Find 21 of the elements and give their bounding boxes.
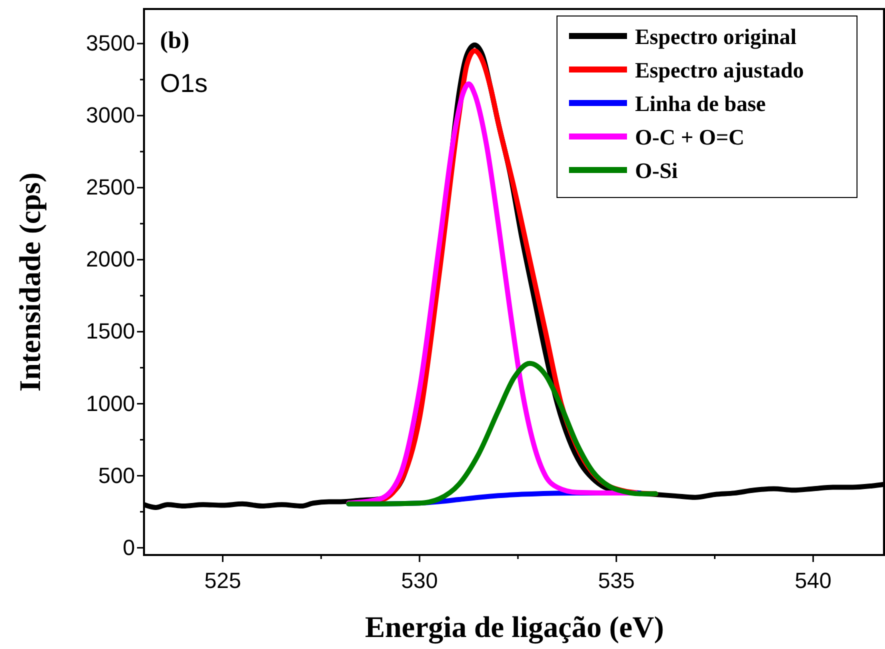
x-tick-label: 525	[204, 568, 242, 594]
annotation: O1s	[160, 68, 208, 98]
annotation: (b)	[160, 28, 190, 54]
legend-label: Linha de base	[635, 91, 766, 116]
y-tick-label: 0	[122, 534, 135, 560]
legend-label: Espectro ajustado	[635, 58, 804, 82]
y-tick-label: 1000	[86, 390, 135, 416]
x-axis-title: Energia de ligação (eV)	[364, 611, 664, 644]
x-tick-label: 535	[598, 568, 635, 594]
y-tick-label: 2000	[86, 246, 135, 272]
legend-label: O-C + O=C	[635, 124, 744, 150]
y-tick-label: 1500	[86, 318, 135, 344]
legend-label: O-Si	[635, 158, 678, 183]
y-tick-label: 3500	[86, 30, 135, 56]
y-tick-label: 2500	[86, 174, 135, 200]
y-axis-title: Intensidade (cps)	[14, 172, 47, 392]
y-tick-label: 500	[98, 462, 135, 488]
y-tick-label: 3000	[86, 102, 135, 128]
legend-label: Espectro original	[635, 24, 797, 49]
x-tick-label: 530	[401, 568, 438, 594]
x-tick-label: 540	[794, 568, 832, 594]
